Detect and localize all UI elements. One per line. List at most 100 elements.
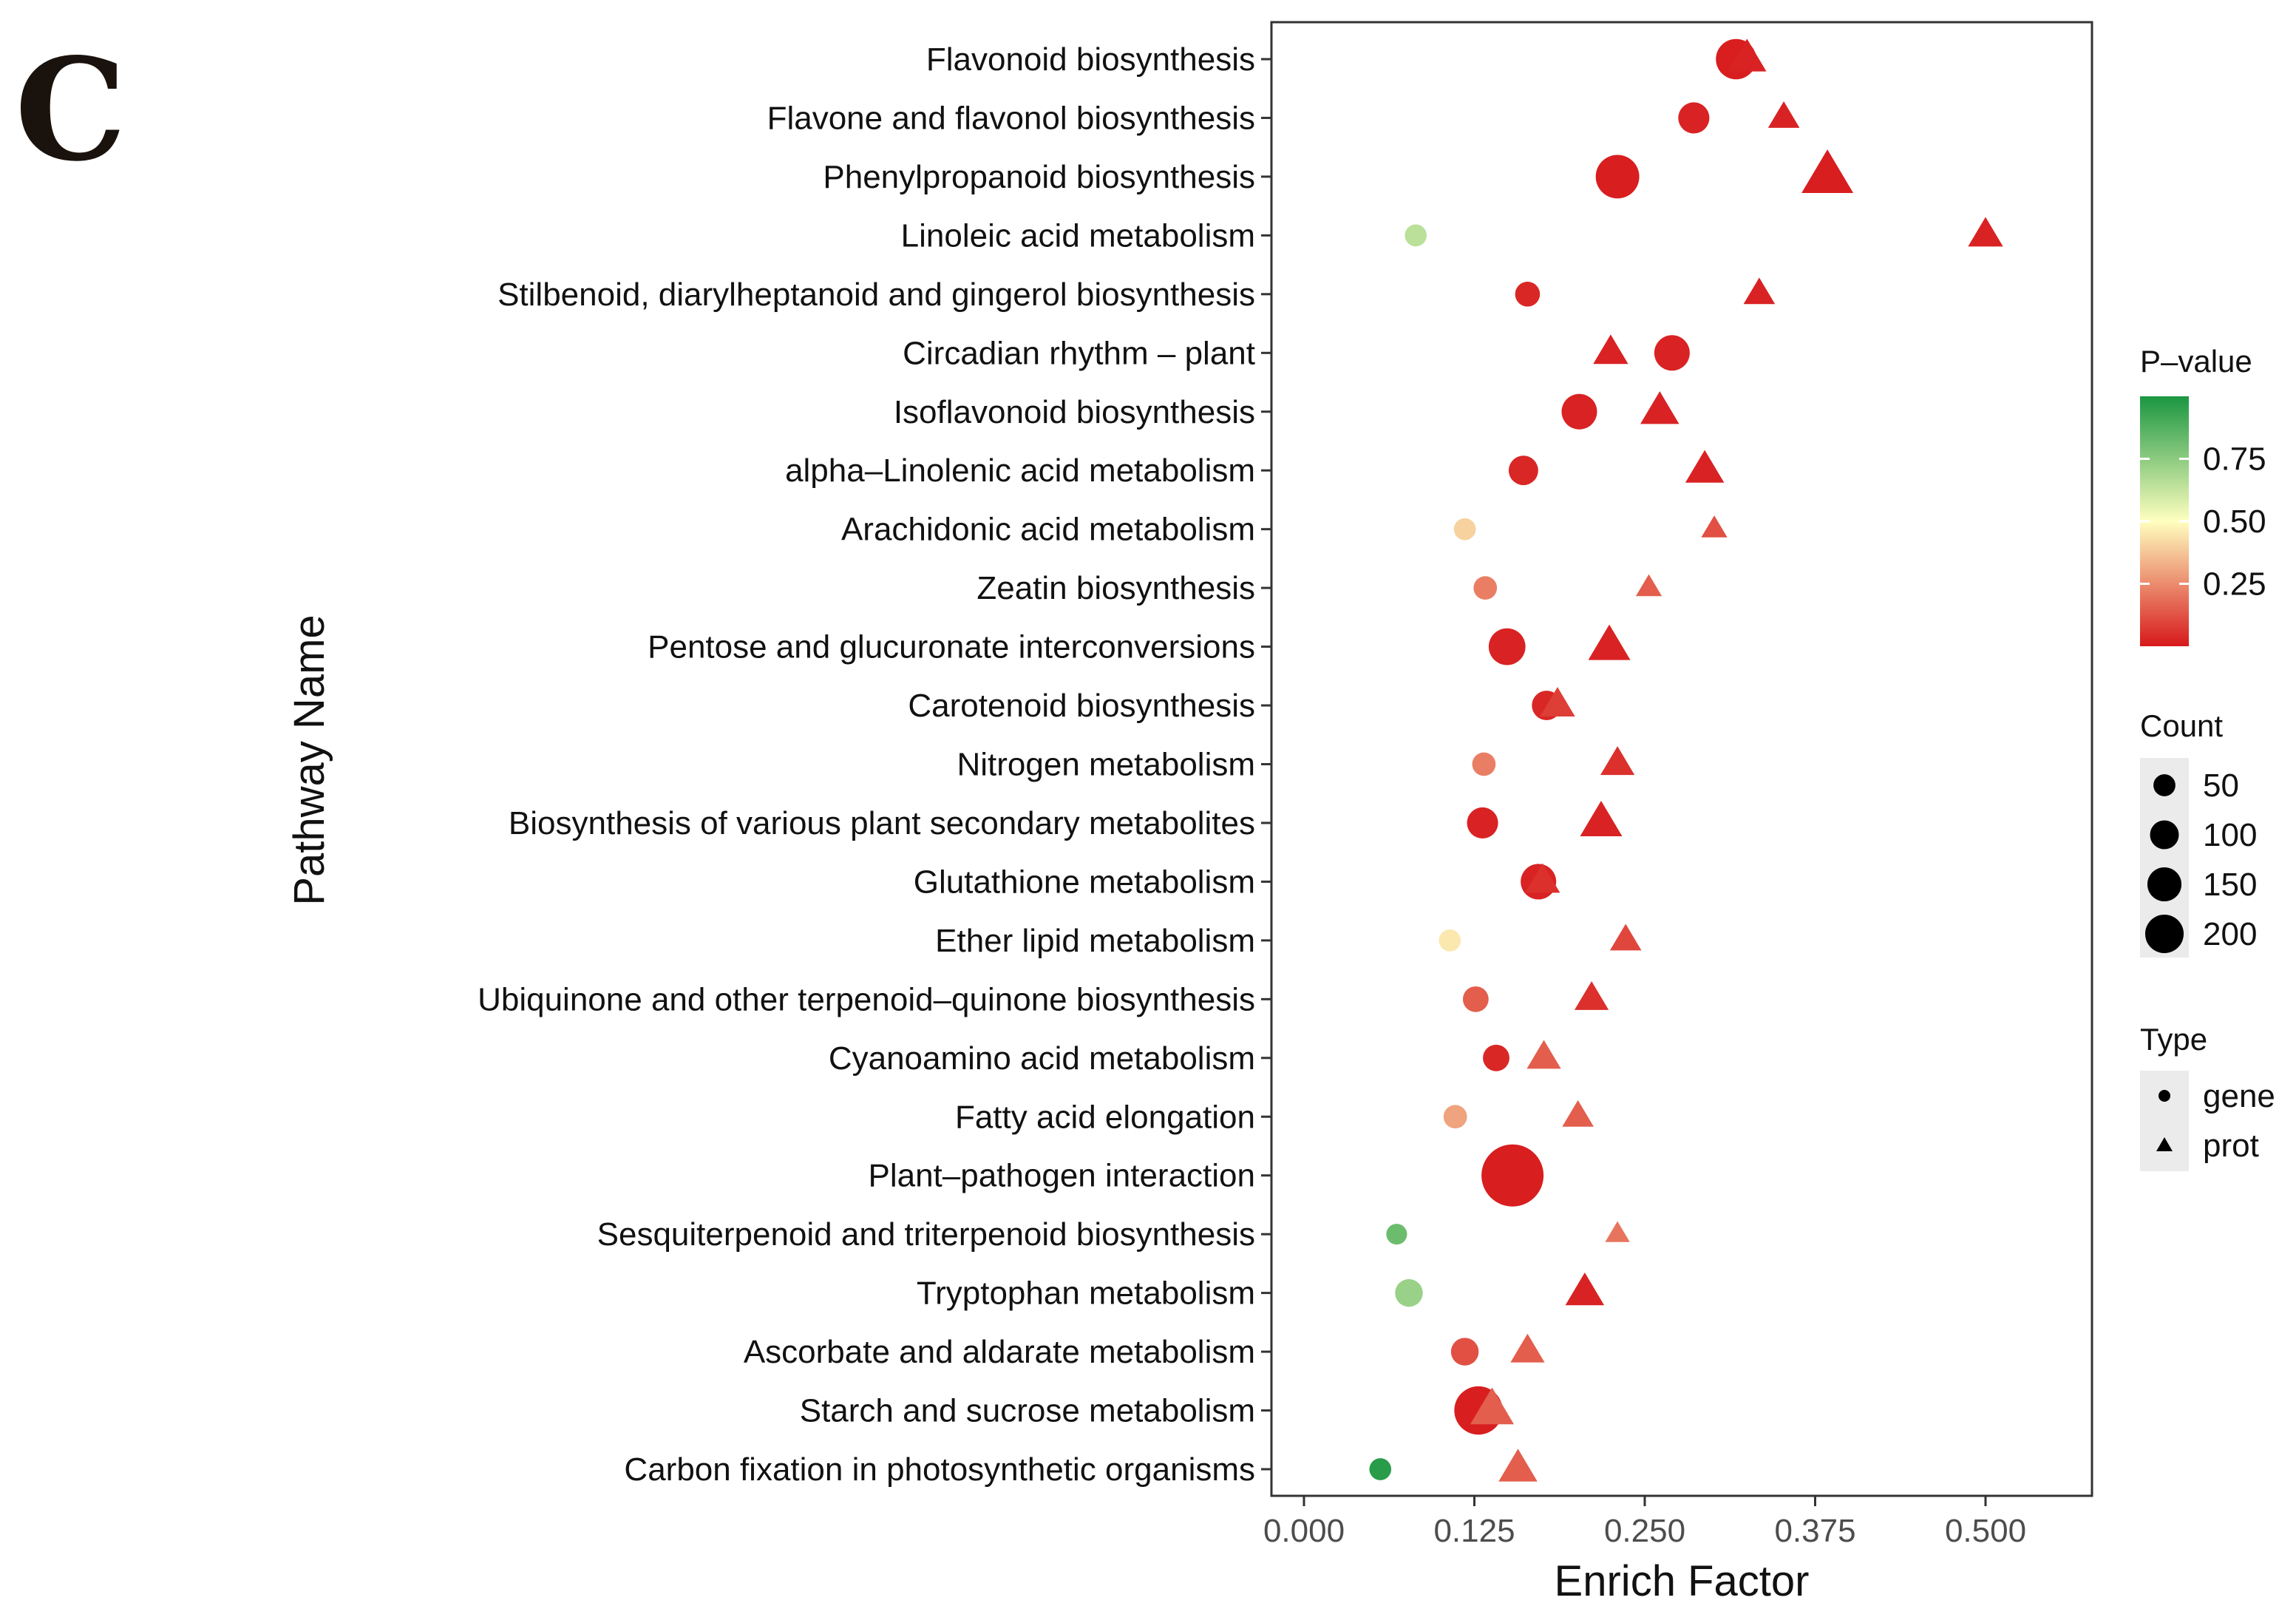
- y-tick-label: Isoflavonoid biosynthesis: [894, 394, 1255, 430]
- prot-point: [1498, 1448, 1538, 1482]
- prot-point: [1685, 450, 1725, 483]
- prot-point: [1701, 515, 1728, 538]
- y-axis-title: Pathway Name: [285, 614, 333, 905]
- x-axis: 0.000 0.125 0.250 0.375 0.500: [1263, 1496, 2026, 1549]
- gene-point: [1443, 1105, 1467, 1129]
- gene-point: [1472, 752, 1496, 776]
- prot-point: [1562, 1099, 1594, 1127]
- x-tick-label: 0.500: [1945, 1513, 2026, 1549]
- x-tick-label: 0.000: [1263, 1513, 1345, 1549]
- gene-point: [1678, 102, 1710, 134]
- y-tick-label: Linoleic acid metabolism: [901, 217, 1255, 254]
- y-tick-label: Starch and sucrose metabolism: [800, 1393, 1255, 1429]
- prot-point: [1609, 924, 1642, 951]
- y-tick-label: Biosynthesis of various plant secondary …: [509, 805, 1255, 841]
- prot-point: [1510, 1333, 1545, 1363]
- gene-point: [1395, 1278, 1423, 1307]
- prot-point: [1470, 1387, 1515, 1425]
- type-legend-title: Type: [2140, 1022, 2207, 1057]
- gene-point: [1488, 628, 1526, 665]
- y-tick-label: Nitrogen metabolism: [957, 747, 1256, 783]
- gene-point: [1450, 1338, 1479, 1366]
- y-tick-label: Ascorbate and aldarate metabolism: [744, 1334, 1255, 1370]
- gene-point: [1508, 455, 1538, 486]
- gene-point: [1369, 1458, 1392, 1480]
- x-axis-title: Enrich Factor: [1555, 1557, 1810, 1605]
- y-tick-label: Circadian rhythm – plant: [903, 335, 1255, 371]
- plot-panel: [1270, 21, 2093, 1497]
- y-tick-label: Phenylpropanoid biosynthesis: [823, 159, 1255, 195]
- y-tick-label: Stilbenoid, diarylheptanoid and gingerol…: [497, 277, 1255, 313]
- gene-point: [1453, 518, 1476, 541]
- pvalue-legend: P–value 0.75 0.50 0.25: [2140, 344, 2266, 646]
- gene-point: [1473, 576, 1498, 600]
- prot-point: [1593, 334, 1628, 365]
- y-tick-label: Sesquiterpenoid and triterpenoid biosynt…: [597, 1216, 1255, 1253]
- prot-point: [1565, 1273, 1605, 1306]
- data-points: [1369, 38, 2003, 1482]
- prot-point: [1525, 863, 1560, 893]
- y-tick-label: Pentose and glucuronate interconversions: [648, 629, 1255, 665]
- prot-point: [1635, 574, 1662, 597]
- prot-point: [1605, 1221, 1630, 1242]
- gene-point: [1561, 393, 1597, 430]
- count-legend-dot: [2147, 867, 2182, 902]
- gene-point: [1654, 335, 1690, 371]
- y-axis: Flavonoid biosynthesis Flavone and flavon…: [478, 41, 1271, 1488]
- x-tick-label: 0.375: [1774, 1513, 1855, 1549]
- prot-point: [1743, 277, 1776, 305]
- x-tick-label: 0.125: [1433, 1513, 1515, 1549]
- colorbar-label: 0.50: [2203, 504, 2266, 540]
- count-legend: Count 50 100 150 200: [2140, 708, 2257, 958]
- gene-point: [1483, 1044, 1509, 1071]
- gene-point: [1595, 155, 1640, 199]
- gene-point: [1462, 986, 1489, 1012]
- gene-point: [1467, 807, 1498, 839]
- y-tick-label: Zeatin biosynthesis: [977, 570, 1255, 606]
- type-legend-label: prot: [2203, 1128, 2259, 1164]
- y-tick-label: Flavone and flavonol biosynthesis: [767, 100, 1255, 136]
- y-tick-label: Arachidonic acid metabolism: [841, 512, 1255, 548]
- y-tick-label: Tryptophan metabolism: [917, 1275, 1255, 1312]
- prot-point: [1526, 1040, 1561, 1069]
- gene-legend-symbol: [2159, 1090, 2170, 1102]
- pvalue-legend-title: P–value: [2140, 344, 2252, 379]
- prot-point: [1767, 101, 1800, 128]
- prot-point: [1574, 980, 1609, 1010]
- gene-point: [1405, 224, 1427, 247]
- count-legend-title: Count: [2140, 708, 2223, 743]
- count-legend-label: 200: [2203, 916, 2257, 952]
- type-legend-label: gene: [2203, 1078, 2275, 1114]
- y-tick-label: Fatty acid elongation: [955, 1099, 1255, 1135]
- x-tick-label: 0.250: [1604, 1513, 1685, 1549]
- panel-letter: C: [15, 27, 126, 192]
- y-tick-label: Ubiquinone and other terpenoid–quinone b…: [478, 981, 1255, 1017]
- gene-point: [1439, 929, 1461, 952]
- prot-point: [1600, 746, 1635, 776]
- prot-point: [1540, 687, 1575, 716]
- gene-point: [1481, 1144, 1544, 1207]
- prot-point: [1588, 624, 1631, 660]
- y-tick-label: Carbon fixation in photosynthetic organi…: [624, 1451, 1255, 1488]
- y-tick-label: Cyanoamino acid metabolism: [829, 1040, 1255, 1077]
- y-tick-label: Ether lipid metabolism: [935, 923, 1255, 959]
- gene-point: [1386, 1224, 1407, 1245]
- count-legend-dot: [2153, 774, 2176, 796]
- type-legend: Type gene prot: [2140, 1022, 2275, 1171]
- count-legend-label: 100: [2203, 817, 2257, 853]
- prot-point: [1968, 217, 2003, 247]
- colorbar-label: 0.75: [2203, 441, 2266, 478]
- prot-point: [1640, 391, 1679, 424]
- y-tick-label: Carotenoid biosynthesis: [908, 688, 1255, 724]
- count-legend-dot: [2150, 820, 2179, 850]
- y-tick-label: Plant–pathogen interaction: [868, 1158, 1255, 1194]
- count-legend-label: 50: [2203, 768, 2239, 804]
- y-tick-label: alpha–Linolenic acid metabolism: [785, 453, 1255, 489]
- prot-point: [1801, 149, 1854, 194]
- count-legend-dot: [2144, 914, 2184, 954]
- count-legend-label: 150: [2203, 867, 2257, 903]
- prot-point: [1580, 800, 1623, 836]
- y-tick-label: Glutathione metabolism: [914, 864, 1255, 900]
